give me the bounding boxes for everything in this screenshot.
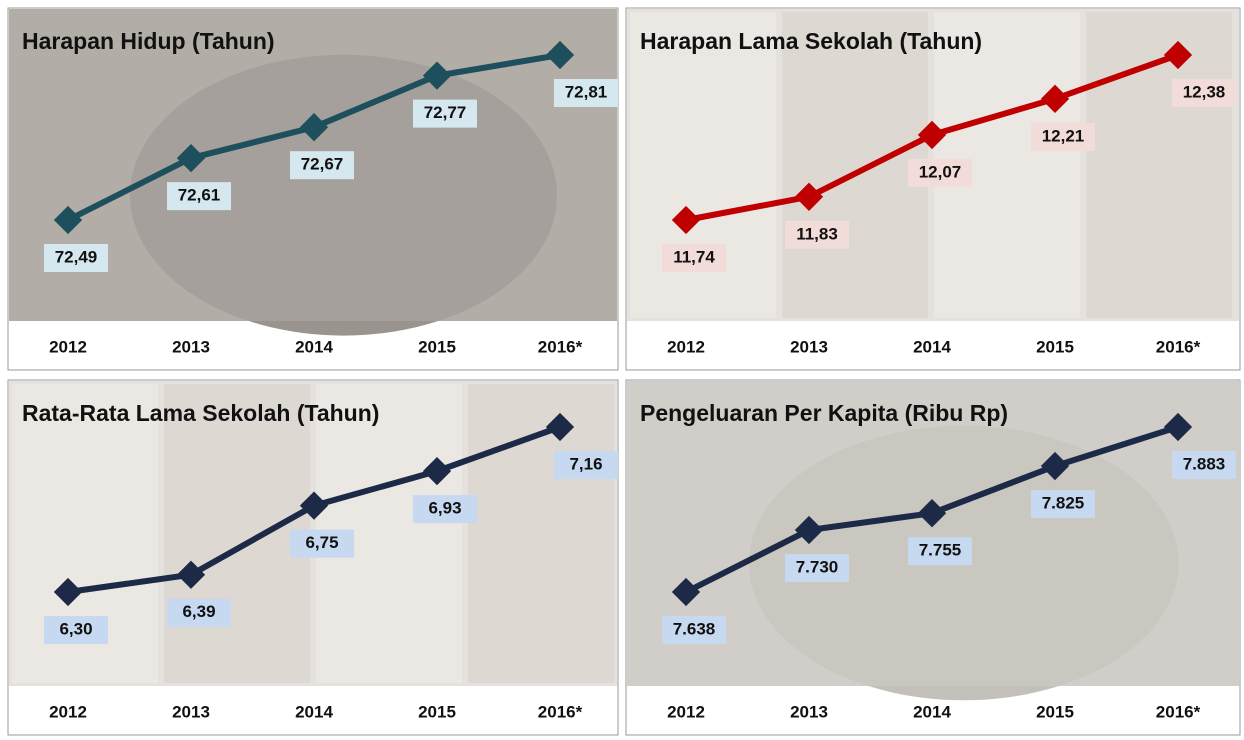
chart-title: Rata-Rata Lama Sekolah (Tahun)	[22, 400, 379, 426]
chart-title: Pengeluaran Per Kapita (Ribu Rp)	[640, 400, 1008, 426]
value-label: 72,61	[178, 186, 221, 205]
value-label: 72,81	[565, 82, 608, 101]
dashboard: Harapan Hidup (Tahun) 2012 2013 2014 2015 201…	[0, 0, 1244, 740]
chart-title: Harapan Lama Sekolah (Tahun)	[640, 28, 982, 54]
value-label: 7.825	[1042, 494, 1085, 513]
value-label: 72,67	[301, 155, 344, 174]
value-label: 6,93	[428, 499, 461, 518]
value-label: 6,75	[305, 533, 338, 552]
value-label: 11,74	[673, 247, 715, 266]
x-tick-label: 2016*	[1156, 337, 1201, 356]
value-label: 7.883	[1183, 454, 1226, 473]
x-tick-label: 2016*	[1156, 702, 1201, 721]
value-label: 72,77	[424, 103, 467, 122]
x-tick-label: 2015	[1036, 702, 1074, 721]
x-tick-label: 2012	[49, 702, 87, 721]
value-label: 6,39	[182, 602, 215, 621]
x-tick-label: 2012	[667, 702, 705, 721]
value-label: 7,16	[569, 454, 602, 473]
value-label: 11,83	[796, 224, 838, 243]
x-tick-label: 2013	[790, 702, 828, 721]
x-tick-label: 2016*	[538, 702, 583, 721]
value-label: 72,49	[55, 247, 98, 266]
x-tick-label: 2014	[913, 702, 951, 721]
value-label: 6,30	[59, 619, 92, 638]
x-tick-label: 2012	[667, 337, 705, 356]
value-label: 12,38	[1183, 82, 1226, 101]
x-tick-label: 2015	[1036, 337, 1074, 356]
value-label: 12,21	[1042, 126, 1085, 145]
chart-title: Harapan Hidup (Tahun)	[22, 28, 275, 54]
x-tick-label: 2015	[418, 702, 456, 721]
x-tick-label: 2013	[172, 702, 210, 721]
x-tick-label: 2014	[295, 337, 333, 356]
value-label: 7.730	[796, 558, 839, 577]
x-tick-label: 2016*	[538, 337, 583, 356]
value-label: 7.755	[919, 541, 962, 560]
page: {"chart_data": [ {"type": "line", "title…	[0, 0, 1244, 740]
x-tick-label: 2014	[913, 337, 951, 356]
x-tick-label: 2015	[418, 337, 456, 356]
x-tick-label: 2012	[49, 337, 87, 356]
x-tick-label: 2013	[172, 337, 210, 356]
value-label: 12,07	[919, 162, 962, 181]
x-tick-label: 2013	[790, 337, 828, 356]
value-label: 7.638	[673, 619, 716, 638]
x-tick-label: 2014	[295, 702, 333, 721]
